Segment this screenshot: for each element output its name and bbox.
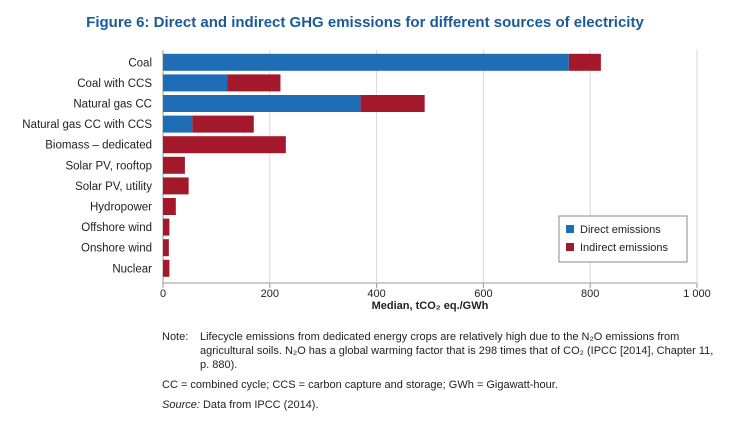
- source-text: Data from IPCC (2014).: [202, 399, 319, 411]
- category-label-solar-pv-rooftop: Solar PV, rooftop: [65, 160, 152, 172]
- bar-coal-direct: [163, 53, 569, 71]
- bar-coal-with-ccs-indirect: [227, 74, 281, 92]
- bar-natural-gas-cc-with-ccs-direct: [163, 115, 193, 133]
- x-tick-label-0: 0: [160, 288, 166, 300]
- bar-solar-pv-utility-indirect: [163, 177, 189, 195]
- category-label-natural-gas-cc: Natural gas CC: [73, 99, 152, 111]
- x-axis-label: Median, tCO₂ eq./GWh: [372, 300, 489, 312]
- category-label-hydropower: Hydropower: [90, 202, 152, 214]
- legend-label-indirect: Indirect emissions: [580, 242, 669, 254]
- abbreviations-text: CC = combined cycle; CCS = carbon captur…: [162, 379, 558, 391]
- note-text: Lifecycle emissions from dedicated energ…: [200, 331, 714, 371]
- legend-box: [558, 215, 688, 263]
- x-tick-label-600: 600: [474, 288, 492, 300]
- legend-swatch-direct: [566, 225, 574, 233]
- source-label: Source:: [162, 399, 200, 411]
- category-label-biomass-dedicated: Biomass – dedicated: [45, 140, 152, 152]
- source-line: Source: Data from IPCC (2014).: [162, 398, 722, 412]
- emissions-bar-chart: Coal Coal with CCS Natural gas CC Natural g…: [22, 50, 711, 312]
- bar-coal-indirect: [568, 53, 601, 71]
- x-tick-label-200: 200: [261, 288, 279, 300]
- x-tick-label-1000: 1 000: [683, 288, 711, 300]
- bar-onshore-wind-indirect: [163, 239, 169, 257]
- category-label-offshore-wind: Offshore wind: [81, 222, 152, 234]
- category-label-coal: Coal: [128, 57, 152, 69]
- legend-label-direct: Direct emissions: [580, 224, 661, 236]
- bar-natural-gas-cc-with-ccs-indirect: [192, 115, 254, 133]
- bar-coal-with-ccs-direct: [163, 74, 228, 92]
- bar-offshore-wind-indirect: [163, 218, 170, 236]
- category-label-nuclear: Nuclear: [112, 263, 152, 275]
- legend: Direct emissions Indirect emissions: [558, 215, 688, 263]
- category-label-onshore-wind: Onshore wind: [81, 243, 152, 255]
- x-tick-label-800: 800: [581, 288, 599, 300]
- bar-nuclear-indirect: [163, 259, 170, 277]
- bar-hydropower-indirect: [163, 198, 176, 215]
- bar-natural-gas-cc-direct: [163, 95, 361, 112]
- note-label: Note:: [162, 331, 189, 343]
- bar-biomass-dedicated-indirect: [163, 136, 286, 154]
- legend-swatch-indirect: [566, 243, 574, 251]
- x-tick-label-400: 400: [367, 288, 385, 300]
- bar-solar-pv-rooftop-indirect: [163, 156, 185, 174]
- figure-title: Figure 6: Direct and indirect GHG emissi…: [86, 14, 644, 31]
- figure-notes: Note: Lifecycle emissions from dedicated …: [162, 330, 722, 418]
- category-label-solar-pv-utility: Solar PV, utility: [75, 181, 152, 193]
- category-label-natural-gas-cc-with-ccs: Natural gas CC with CCS: [22, 119, 152, 131]
- bar-natural-gas-cc-indirect: [360, 95, 425, 112]
- category-label-coal-with-ccs: Coal with CCS: [77, 78, 152, 90]
- note-paragraph: Note: Lifecycle emissions from dedicated …: [162, 330, 722, 372]
